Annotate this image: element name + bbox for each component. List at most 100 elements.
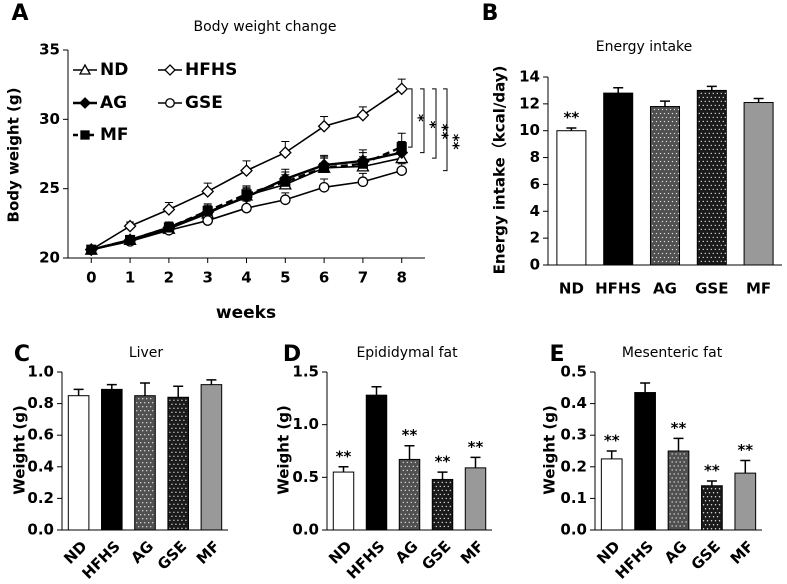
bar-texture (704, 180, 706, 183)
bar-texture (150, 502, 152, 504)
bar-texture (148, 498, 150, 500)
bar-texture (173, 487, 175, 489)
bar-texture (681, 497, 683, 499)
bar-texture (712, 196, 714, 199)
bar-texture (173, 495, 175, 497)
bar-texture (720, 260, 722, 263)
bar (67, 395, 90, 531)
bar-texture (406, 493, 408, 496)
bar-texture (169, 503, 171, 505)
bar-texture (710, 520, 713, 522)
bar-texture (655, 128, 658, 131)
bar-texture (175, 491, 177, 493)
bar-texture (710, 240, 712, 243)
bar-texture (702, 192, 704, 195)
y-axis-label: Energy intake（kcal/day) (491, 66, 509, 275)
bar-texture (414, 477, 416, 480)
bar-texture (414, 469, 416, 472)
bar-texture (667, 112, 670, 115)
bar-texture (702, 488, 705, 490)
significance-label: ** (468, 438, 484, 456)
bar-texture (146, 526, 148, 528)
bar-texture (677, 196, 680, 199)
bar-texture (700, 92, 702, 95)
bar-texture (671, 112, 674, 115)
bar-texture (138, 494, 140, 496)
bar-texture (175, 515, 177, 517)
bar-texture (669, 513, 671, 515)
bar-texture (704, 244, 706, 247)
bar-texture (138, 510, 140, 512)
bar-texture (173, 407, 175, 409)
bar-texture (706, 96, 708, 99)
bar-texture (439, 517, 441, 520)
bar-texture (651, 224, 654, 227)
point (123, 219, 137, 233)
bar-texture (408, 513, 410, 516)
bar-texture (140, 434, 142, 436)
y-axis-label: Weight (g) (275, 405, 293, 495)
bar-texture (183, 507, 185, 509)
bar-texture (173, 479, 175, 481)
chart-title: Energy intake (596, 39, 693, 55)
bar-texture (702, 104, 704, 107)
bar-texture (683, 501, 685, 503)
bar-texture (651, 200, 654, 203)
bar-texture (661, 260, 664, 263)
bar-texture (710, 176, 712, 179)
bar-texture (669, 148, 672, 151)
bar-texture (712, 124, 714, 127)
bar-texture (704, 196, 706, 199)
y-tick-label: 30 (39, 110, 60, 128)
bar-texture (704, 140, 706, 143)
bar-texture (185, 407, 187, 409)
bar-texture (146, 422, 148, 424)
bar-texture (655, 200, 658, 203)
y-tick-label: 0 (530, 256, 540, 274)
bar-texture (138, 470, 140, 472)
bar-texture (148, 418, 150, 420)
bar-texture (706, 248, 708, 251)
bar-texture (718, 192, 720, 195)
bar-texture (653, 164, 656, 167)
bar-texture (669, 108, 672, 111)
bar-texture (657, 204, 660, 207)
legend-label: AG (100, 93, 127, 113)
bar-texture (710, 248, 712, 251)
bar-texture (175, 443, 177, 445)
bar-texture (146, 486, 148, 488)
x-tick-label: 7 (358, 269, 368, 287)
bar-texture (142, 478, 144, 480)
bar-texture (653, 252, 656, 255)
bar-texture (441, 513, 443, 516)
bar-texture (712, 188, 714, 191)
bar-texture (720, 132, 722, 135)
bar-texture (406, 485, 408, 488)
bar-texture (718, 528, 721, 530)
bar-texture (144, 426, 146, 428)
bar-texture (653, 196, 656, 199)
bar-texture (706, 208, 708, 211)
bar-texture (661, 140, 664, 143)
bar-texture (659, 144, 662, 147)
bar-texture (185, 399, 187, 401)
bar-texture (144, 434, 146, 436)
bar-texture (673, 497, 675, 499)
bar-texture (675, 240, 678, 243)
error-bar (613, 86, 624, 94)
bar-texture (441, 489, 443, 492)
bar-texture (710, 496, 713, 498)
bar-texture (148, 434, 150, 436)
bar-texture (706, 224, 708, 227)
bar-texture (698, 208, 700, 211)
bar-texture (671, 240, 674, 243)
bar-texture (706, 112, 708, 115)
bar-texture (712, 220, 714, 223)
bar-texture (177, 415, 179, 417)
bar-texture (702, 136, 704, 139)
bar-texture (416, 465, 418, 468)
bar-texture (667, 248, 670, 251)
bar-texture (673, 212, 676, 215)
point (396, 142, 407, 153)
bar-texture (150, 462, 152, 464)
